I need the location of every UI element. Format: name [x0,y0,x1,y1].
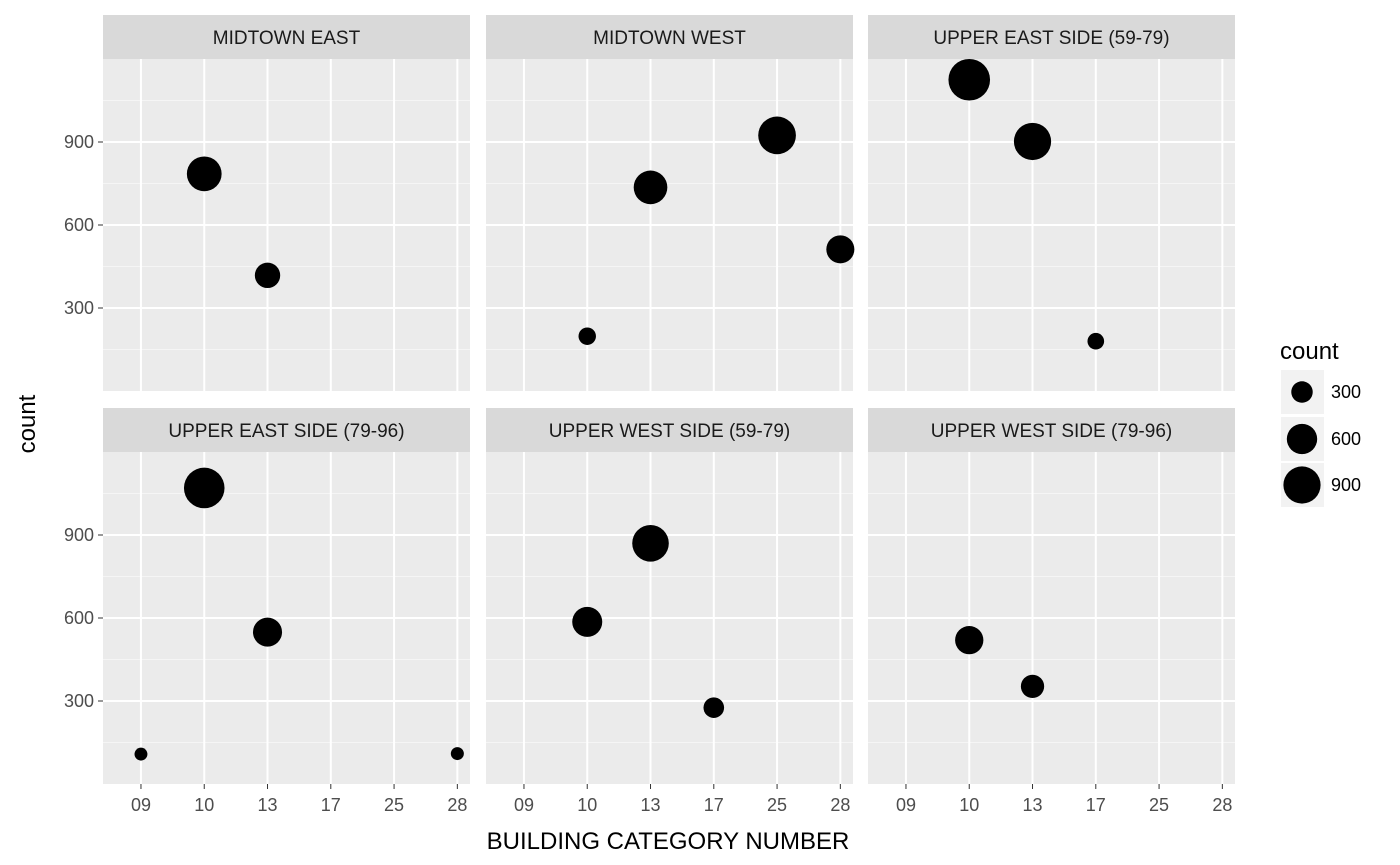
facet-panel: UPPER WEST SIDE (59-79) 09 10 13 17 25 28 [486,408,853,815]
x-tick-label: 10 [194,795,214,815]
facet-title: UPPER WEST SIDE (59-79) [549,421,790,442]
data-point [186,156,222,192]
x-tick-label: 13 [641,795,661,815]
data-point [572,606,603,637]
data-point [633,170,668,205]
x-tick-label: 25 [1149,795,1169,815]
data-point [134,747,148,761]
facet-strip [868,15,1235,59]
facet-title: MIDTOWN WEST [593,28,746,49]
data-point [252,617,283,647]
data-point [578,327,596,345]
facet-strip [486,408,853,452]
legend-title: count [1280,338,1339,365]
x-tick-label: 17 [1086,795,1106,815]
data-point [948,58,991,101]
x-tick-label: 10 [577,795,597,815]
data-point [450,747,464,761]
facet-panel: MIDTOWN EAST 300 600 900 [64,15,470,391]
y-tick-label: 900 [64,525,94,545]
x-tick-label: 28 [1212,795,1232,815]
legend-label: 900 [1331,475,1361,495]
legend-entry: 300 [1281,370,1361,414]
x-tick-label: 09 [896,795,916,815]
x-tick-label: 28 [830,795,850,815]
legend-symbol [1286,423,1318,455]
y-tick-label: 300 [64,298,94,318]
data-point [703,697,725,718]
data-point [1087,332,1105,350]
y-tick-label: 300 [64,691,94,711]
legend-entry: 900 [1281,463,1361,507]
data-point [1020,674,1045,698]
x-tick-label: 09 [514,795,534,815]
facet-title: UPPER EAST SIDE (79-96) [168,421,404,442]
y-tick-label: 900 [64,132,94,152]
data-point [955,625,984,655]
x-tick-label: 13 [258,795,278,815]
facet-strip [103,408,470,452]
legend-symbol [1283,466,1321,504]
x-tick-label: 10 [959,795,979,815]
data-point [183,467,225,509]
facet-panel: UPPER WEST SIDE (79-96) 09 10 13 17 25 28 [868,408,1235,815]
facet-panel: UPPER EAST SIDE (79-96) 300 600 900 09 10 13 17… [64,408,470,815]
y-axis-title: count [14,394,41,453]
y-tick-label: 600 [64,215,94,235]
facet-title: UPPER EAST SIDE (59-79) [933,28,1169,49]
facet-panel: MIDTOWN WEST [486,15,855,391]
legend-symbol [1291,381,1313,403]
legend-label: 600 [1331,429,1361,449]
data-point [826,235,855,264]
data-point [632,525,669,562]
data-point [758,116,796,155]
x-tick-label: 09 [131,795,151,815]
legend-label: 300 [1331,382,1361,402]
x-tick-label: 28 [447,795,467,815]
data-point [1013,122,1052,161]
x-tick-label: 25 [384,795,404,815]
facet-title: UPPER WEST SIDE (79-96) [931,421,1172,442]
facet-strip [868,408,1235,452]
x-tick-label: 13 [1023,795,1043,815]
data-point [254,262,281,289]
y-tick-label: 600 [64,608,94,628]
facet-strip [103,15,470,59]
x-tick-label: 17 [321,795,341,815]
facet-panel: UPPER EAST SIDE (59-79) [868,15,1235,391]
x-axis-title: BUILDING CATEGORY NUMBER [487,828,850,855]
legend-entry: 600 [1281,417,1361,461]
x-tick-label: 17 [704,795,724,815]
facet-title: MIDTOWN EAST [213,28,361,49]
chart-panels: MIDTOWN EAST 300 600 900 MIDTOWN WEST UPPER E… [64,15,1235,815]
size-legend: count 300 600 900 [1280,338,1361,507]
facet-strip [486,15,853,59]
x-tick-label: 25 [767,795,787,815]
